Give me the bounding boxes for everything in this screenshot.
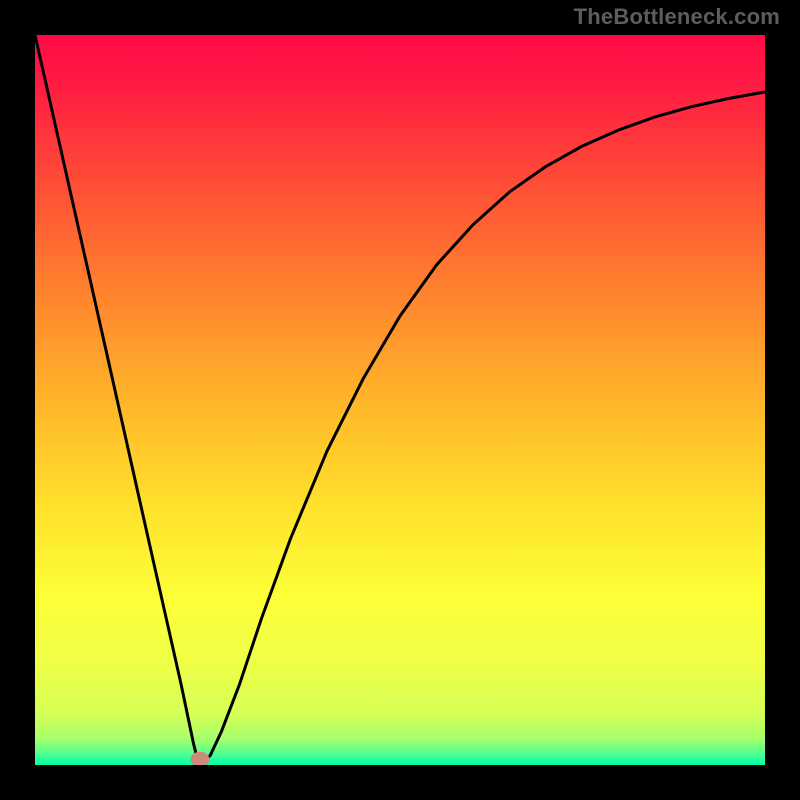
- gradient-background: [35, 35, 765, 765]
- plot-svg: [35, 35, 765, 765]
- plot-area: [35, 35, 765, 765]
- chart-frame: TheBottleneck.com: [0, 0, 800, 800]
- watermark-text: TheBottleneck.com: [574, 4, 780, 30]
